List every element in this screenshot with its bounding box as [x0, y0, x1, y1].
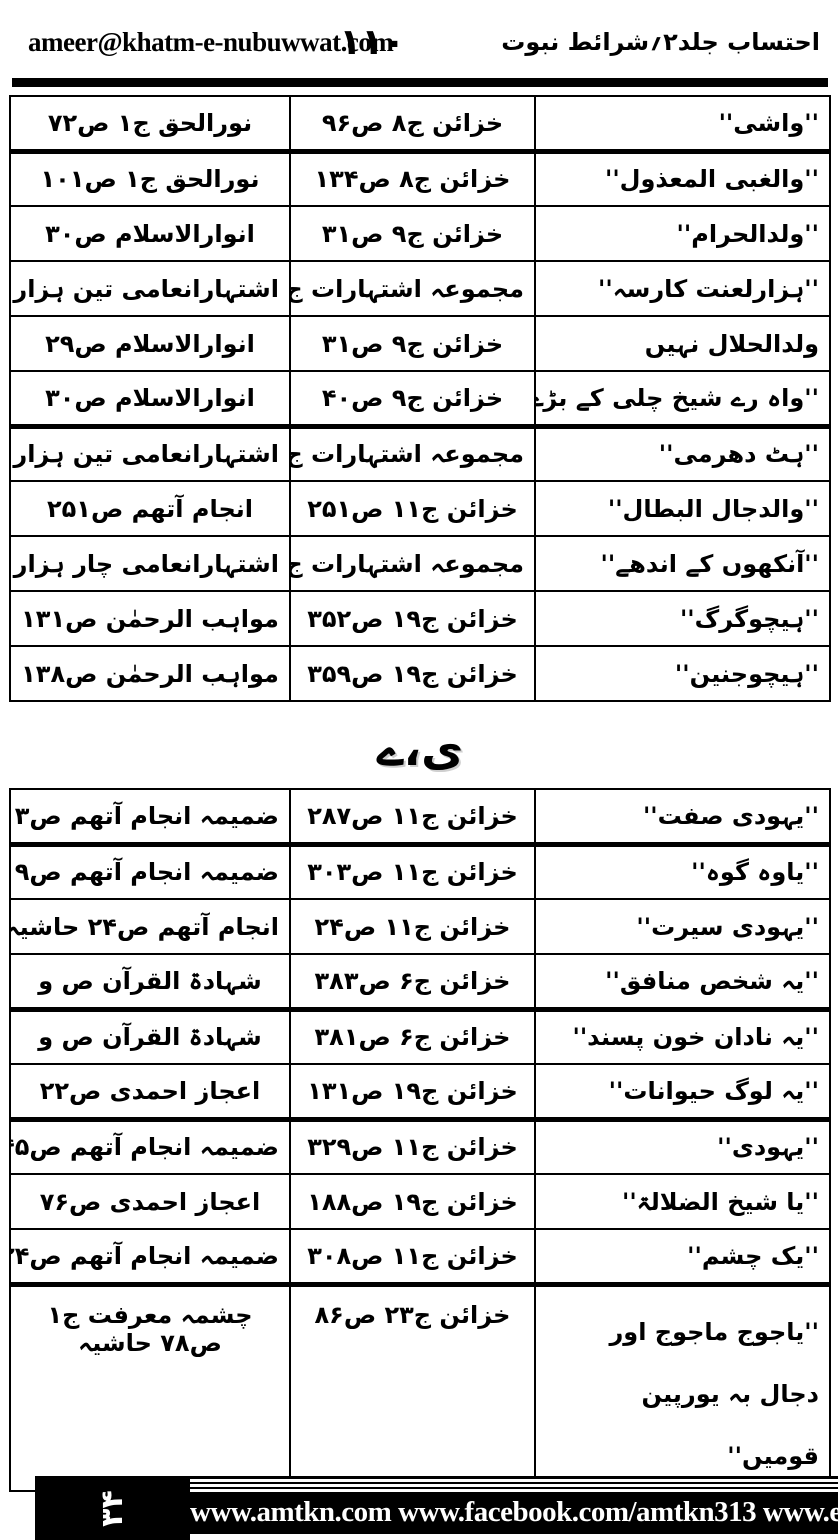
ref-book-cell: چشمہ معرفت ج۱ ص۷۸ حاشیہ: [9, 1283, 291, 1492]
ref-khazain-cell: مجموعہ اشتہارات ج۲ ص۷۶: [289, 535, 536, 592]
ref-book-cell: انوارالاسلام ص۳۰: [9, 370, 291, 429]
term-cell: ''ہزارلعنت کارسہ'': [534, 260, 831, 317]
ref-book-cell: ضمیمہ انجام آتھم ص۴۵: [9, 1118, 291, 1175]
ref-book-cell: اعجاز احمدی ص۷۶: [9, 1173, 291, 1230]
table-row: ''یاجوج ماجوج اور دجال بہ یورپین قومیں''…: [9, 1283, 831, 1492]
term-cell: ''یہ شخص منافق'': [534, 953, 831, 1012]
table-row: ولدالحلال نہیں خزائن ج۹ ص۳۱ انوارالاسلام…: [9, 315, 831, 372]
table-row: ''یہ شخص منافق'' خزائن ج۶ ص۳۸۳ شہادۃ الق…: [9, 953, 831, 1012]
ref-khazain-cell: خزائن ج۶ ص۳۸۳: [289, 953, 536, 1012]
term-cell: ''ولدالحرام'': [534, 205, 831, 262]
term-cell: ''آنکھوں کے اندھے'': [534, 535, 831, 592]
ref-khazain-cell: مجموعہ اشتہارات ج۲ ص۷۷: [289, 260, 536, 317]
table-row: ''ہزارلعنت کارسہ'' مجموعہ اشتہارات ج۲ ص۷…: [9, 260, 831, 317]
ref-khazain-cell: خزائن ج۱۱ ص۳۲۹: [289, 1118, 536, 1175]
term-cell: ''یاجوج ماجوج اور دجال بہ یورپین قومیں'': [534, 1283, 831, 1492]
ref-khazain-cell: خزائن ج۱۱ ص۳۰۸: [289, 1228, 536, 1287]
footer-urls: www.amtkn.com www.facebook.com/amtkn313 …: [190, 1496, 840, 1528]
term-cell: ولدالحلال نہیں: [534, 315, 831, 372]
term-cell: ''والدجال البطال'': [534, 480, 831, 537]
ref-khazain-cell: خزائن ج۹ ص۴۰: [289, 370, 536, 429]
term-cell: ''یہودی'': [534, 1118, 831, 1175]
table-row: ''والغبی المعذول'' خزائن ج۸ ص۱۳۴ نورالحق…: [9, 150, 831, 207]
ref-khazain-cell: خزائن ج۱۱ ص۲۵۱: [289, 480, 536, 537]
page-number: ۱۱۰: [339, 21, 406, 63]
ref-khazain-cell: خزائن ج۱۹ ص۳۵۹: [289, 645, 536, 702]
table-row: ''ولدالحرام'' خزائن ج۹ ص۳۱ انوارالاسلام …: [9, 205, 831, 262]
table-row: ''ہٹ دھرمی'' مجموعہ اشتہارات ج۲ ص۷۶ اشتہ…: [9, 425, 831, 482]
term-cell: ''والغبی المعذول'': [534, 150, 831, 207]
table-row: ''یہودی سیرت'' خزائن ج۱۱ ص۲۴ انجام آتھم …: [9, 898, 831, 955]
ref-khazain-cell: خزائن ج۲۳ ص۸۶: [289, 1283, 536, 1492]
table-row: ''یہودی صفت'' خزائن ج۱۱ ص۲۸۷ ضمیمہ انجام…: [9, 788, 831, 847]
ref-khazain-cell: خزائن ج۱۹ ص۱۸۸: [289, 1173, 536, 1230]
term-cell: ''یا شیخ الضلالۃ'': [534, 1173, 831, 1230]
ref-book-cell: اشتہارانعامی تین ہزار ص۱۰: [9, 260, 291, 317]
ref-book-cell: انوارالاسلام ص۲۹: [9, 315, 291, 372]
footer-page-number-tab: ۳۴: [35, 1476, 190, 1540]
term-cell: ''یاوہ گوہ'': [534, 843, 831, 900]
table-row: ''آنکھوں کے اندھے'' مجموعہ اشتہارات ج۲ ص…: [9, 535, 831, 592]
page-header: ameer@khatm-e-nubuwwat.com ۱۱۰ احتساب جل…: [0, 0, 840, 70]
ref-book-cell: شہادۃ القرآن ص و: [9, 953, 291, 1012]
table-row: ''یہ نادان خون پسند'' خزائن ج۶ ص۳۸۱ شہاد…: [9, 1008, 831, 1065]
book-title: احتساب جلد۲؍شرائط نبوت: [501, 28, 820, 56]
table-row: ''ہیچوگرگ'' خزائن ج۱۹ ص۳۵۲ مواہب الرحمٰن…: [9, 590, 831, 647]
ref-khazain-cell: خزائن ج۱۱ ص۲۴: [289, 898, 536, 955]
term-cell: ''ہیچوجنین'': [534, 645, 831, 702]
ref-book-cell: نورالحق ج۱ ص۷۲: [9, 95, 291, 154]
ref-khazain-cell: خزائن ج۶ ص۳۸۱: [289, 1008, 536, 1065]
term-cell: ''ہٹ دھرمی'': [534, 425, 831, 482]
ref-book-cell: اشتہارانعامی چار ہزار ص۱۰: [9, 535, 291, 592]
terms-table-waw-ha: ''واشی'' خزائن ج۸ ص۹۶ نورالحق ج۱ ص۷۲ ''و…: [9, 95, 831, 702]
term-cell: ''یہ لوگ حیوانات'': [534, 1063, 831, 1122]
contact-email: ameer@khatm-e-nubuwwat.com: [28, 26, 394, 57]
footer-page-number: ۳۴: [95, 1489, 130, 1527]
ref-khazain-cell: خزائن ج۱۱ ص۲۸۷: [289, 788, 536, 847]
table-row: ''واشی'' خزائن ج۸ ص۹۶ نورالحق ج۱ ص۷۲: [9, 95, 831, 154]
term-cell: ''یک چشم'': [534, 1228, 831, 1287]
ref-khazain-cell: خزائن ج۱۱ ص۳۰۳: [289, 843, 536, 900]
ref-book-cell: مواہب الرحمٰن ص۱۳۸: [9, 645, 291, 702]
table-row: ''ہیچوجنین'' خزائن ج۱۹ ص۳۵۹ مواہب الرحمٰ…: [9, 645, 831, 702]
terms-table-ya-ye: ''یہودی صفت'' خزائن ج۱۱ ص۲۸۷ ضمیمہ انجام…: [9, 788, 831, 1492]
ref-book-cell: ضمیمہ انجام آتھم ص۳: [9, 788, 291, 847]
ref-khazain-cell: خزائن ج۸ ص۹۶: [289, 95, 536, 154]
footer-url-bar: www.amtkn.com www.facebook.com/amtkn313 …: [190, 1476, 840, 1534]
table-row: ''یہ لوگ حیوانات'' خزائن ج۱۹ ص۱۳۱ اعجاز …: [9, 1063, 831, 1122]
ref-khazain-cell: خزائن ج۱۹ ص۳۵۲: [289, 590, 536, 647]
letter-section-heading: ی،ے: [376, 722, 464, 776]
ref-book-cell: اعجاز احمدی ص۲۲: [9, 1063, 291, 1122]
ref-khazain-cell: خزائن ج۹ ص۳۱: [289, 315, 536, 372]
ref-book-cell: انوارالاسلام ص۳۰: [9, 205, 291, 262]
table-row: ''واہ رے شیخ چلی کے بڑے بھائی'' خزائن ج۹…: [9, 370, 831, 429]
ref-book-cell: ضمیمہ انجام آتھم ص۲۴ حاشیہ: [9, 1228, 291, 1287]
table-row: ''یک چشم'' خزائن ج۱۱ ص۳۰۸ ضمیمہ انجام آت…: [9, 1228, 831, 1287]
term-cell: ''واشی'': [534, 95, 831, 154]
term-cell: ''واہ رے شیخ چلی کے بڑے بھائی'': [534, 370, 831, 429]
ref-khazain-cell: خزائن ج۱۹ ص۱۳۱: [289, 1063, 536, 1122]
ref-khazain-cell: مجموعہ اشتہارات ج۲ ص۷۶: [289, 425, 536, 482]
term-cell: ''ہیچوگرگ'': [534, 590, 831, 647]
ref-khazain-cell: خزائن ج۸ ص۱۳۴: [289, 150, 536, 207]
header-divider: [12, 78, 828, 87]
ref-book-cell: اشتہارانعامی تین ہزار ص۱۰: [9, 425, 291, 482]
table-row: ''یہودی'' خزائن ج۱۱ ص۳۲۹ ضمیمہ انجام آتھ…: [9, 1118, 831, 1175]
table-row: ''والدجال البطال'' خزائن ج۱۱ ص۲۵۱ انجام …: [9, 480, 831, 537]
ref-book-cell: نورالحق ج۱ ص۱۰۱: [9, 150, 291, 207]
ref-book-cell: ضمیمہ انجام آتھم ص۱۹ حاشیہ: [9, 843, 291, 900]
footer-stripes: [190, 1476, 838, 1492]
ref-book-cell: مواہب الرحمٰن ص۱۳۱: [9, 590, 291, 647]
term-cell: ''یہودی صفت'': [534, 788, 831, 847]
ref-book-cell: انجام آتھم ص۲۵۱: [9, 480, 291, 537]
ref-book-cell: شہادۃ القرآن ص و: [9, 1008, 291, 1065]
ref-book-cell: انجام آتھم ص۲۴ حاشیہ: [9, 898, 291, 955]
term-cell: ''یہودی سیرت'': [534, 898, 831, 955]
table-row: ''یا شیخ الضلالۃ'' خزائن ج۱۹ ص۱۸۸ اعجاز …: [9, 1173, 831, 1230]
term-cell: ''یہ نادان خون پسند'': [534, 1008, 831, 1065]
table-row: ''یاوہ گوہ'' خزائن ج۱۱ ص۳۰۳ ضمیمہ انجام …: [9, 843, 831, 900]
ref-khazain-cell: خزائن ج۹ ص۳۱: [289, 205, 536, 262]
